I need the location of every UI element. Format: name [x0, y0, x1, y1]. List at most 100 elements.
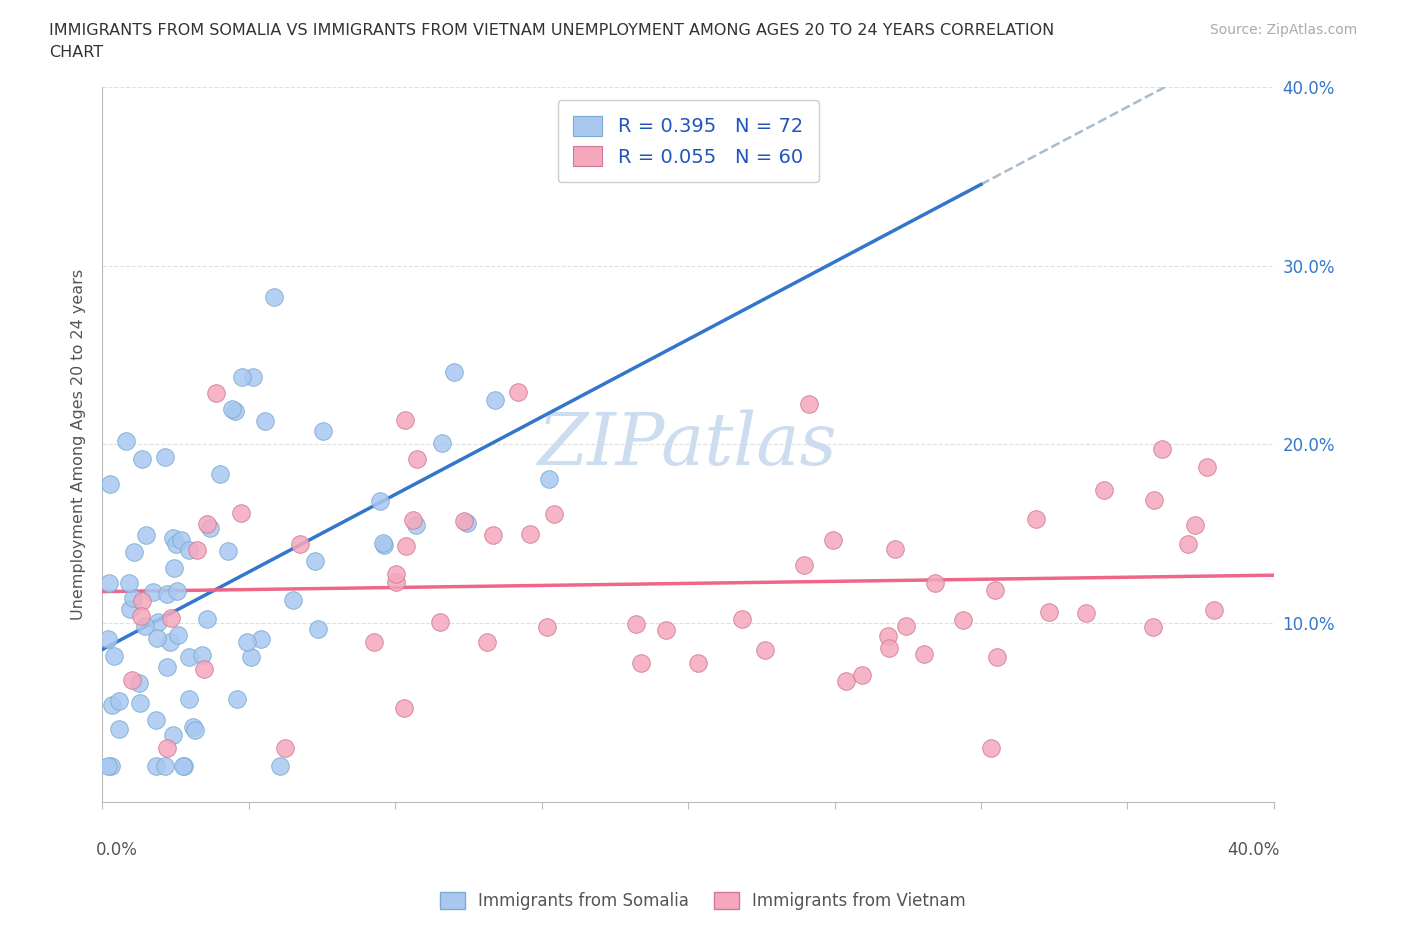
- Point: [156, 587, 179, 602]
- Point: [912, 646, 935, 661]
- Point: [877, 641, 900, 656]
- Point: [731, 612, 754, 627]
- Point: [1143, 492, 1166, 507]
- Point: [821, 533, 844, 548]
- Point: [834, 673, 856, 688]
- Point: [373, 537, 395, 551]
- Point: [430, 436, 453, 451]
- Point: [159, 611, 181, 626]
- Point: [304, 553, 326, 568]
- Point: [385, 566, 408, 581]
- Point: [1074, 605, 1097, 620]
- Point: [131, 594, 153, 609]
- Point: [281, 593, 304, 608]
- Point: [453, 513, 475, 528]
- Point: [538, 472, 561, 486]
- Point: [179, 692, 201, 707]
- Point: [249, 631, 271, 646]
- Point: [97, 631, 120, 646]
- Point: [198, 521, 221, 536]
- Point: [155, 659, 177, 674]
- Point: [129, 608, 152, 623]
- Point: [536, 619, 558, 634]
- Point: [980, 741, 1002, 756]
- Point: [253, 413, 276, 428]
- Point: [156, 741, 179, 756]
- Point: [221, 402, 243, 417]
- Point: [1195, 459, 1218, 474]
- Point: [145, 759, 167, 774]
- Point: [98, 476, 121, 491]
- Point: [443, 365, 465, 379]
- Point: [269, 759, 291, 774]
- Point: [177, 649, 200, 664]
- Point: [484, 392, 506, 407]
- Point: [799, 396, 821, 411]
- Point: [884, 542, 907, 557]
- Point: [394, 413, 416, 428]
- Point: [1184, 518, 1206, 533]
- Point: [626, 617, 648, 631]
- Point: [159, 634, 181, 649]
- Point: [120, 602, 142, 617]
- Point: [128, 675, 150, 690]
- Point: [290, 537, 312, 551]
- Point: [475, 634, 498, 649]
- Point: [145, 712, 167, 727]
- Point: [170, 533, 193, 548]
- Point: [688, 656, 710, 671]
- Point: [429, 615, 451, 630]
- Point: [118, 576, 141, 591]
- Point: [165, 537, 187, 551]
- Point: [134, 618, 156, 633]
- Point: [1025, 512, 1047, 526]
- Point: [952, 612, 974, 627]
- Point: [851, 668, 873, 683]
- Text: Source: ZipAtlas.com: Source: ZipAtlas.com: [1209, 23, 1357, 37]
- Point: [121, 672, 143, 687]
- Point: [1038, 604, 1060, 619]
- Point: [395, 538, 418, 553]
- Point: [1092, 483, 1115, 498]
- Point: [654, 623, 676, 638]
- Point: [148, 615, 170, 630]
- Point: [508, 385, 530, 400]
- Point: [186, 543, 208, 558]
- Point: [166, 583, 188, 598]
- Point: [482, 527, 505, 542]
- Point: [177, 542, 200, 557]
- Point: [312, 424, 335, 439]
- Point: [242, 370, 264, 385]
- Point: [373, 536, 395, 551]
- Point: [543, 507, 565, 522]
- Point: [122, 545, 145, 560]
- Point: [231, 369, 253, 384]
- Point: [153, 759, 176, 774]
- Text: ZIPatlas: ZIPatlas: [538, 409, 838, 480]
- Point: [122, 591, 145, 605]
- Point: [402, 512, 425, 527]
- Point: [103, 649, 125, 664]
- Point: [894, 618, 917, 633]
- Point: [162, 727, 184, 742]
- Point: [162, 530, 184, 545]
- Legend: R = 0.395   N = 72, R = 0.055   N = 60: R = 0.395 N = 72, R = 0.055 N = 60: [558, 100, 818, 182]
- Point: [129, 696, 152, 711]
- Point: [108, 722, 131, 737]
- Point: [1204, 603, 1226, 618]
- Point: [225, 692, 247, 707]
- Text: CHART: CHART: [49, 45, 103, 60]
- Point: [204, 386, 226, 401]
- Point: [191, 647, 214, 662]
- Point: [363, 635, 385, 650]
- Point: [195, 516, 218, 531]
- Point: [519, 526, 541, 541]
- Point: [630, 656, 652, 671]
- Point: [131, 452, 153, 467]
- Point: [405, 451, 427, 466]
- Point: [142, 585, 165, 600]
- Point: [274, 741, 297, 756]
- Point: [181, 720, 204, 735]
- Point: [172, 759, 194, 774]
- Point: [197, 612, 219, 627]
